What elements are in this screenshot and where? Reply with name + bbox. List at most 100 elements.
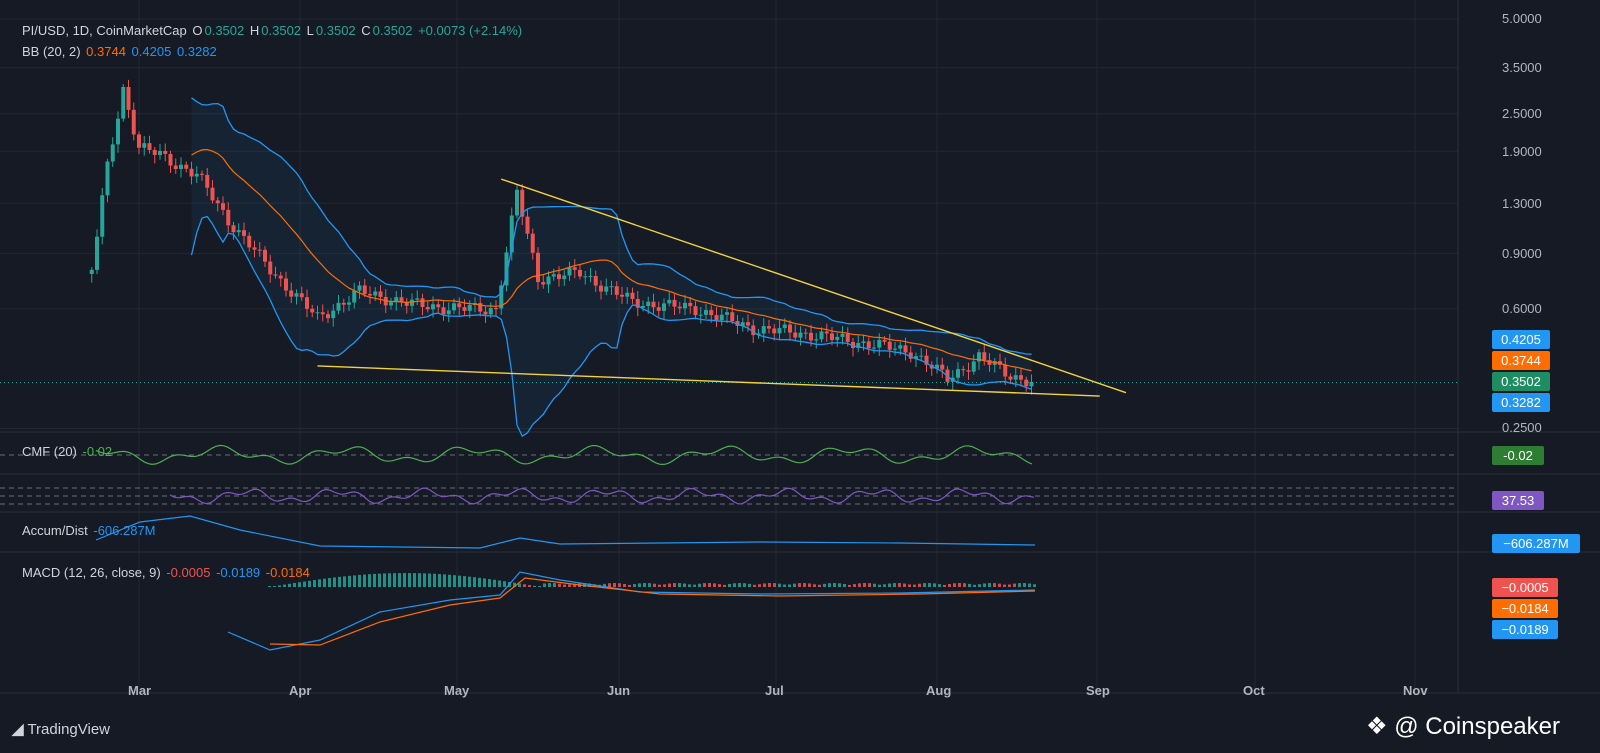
macd-histogram-bar xyxy=(778,583,781,587)
candle-body xyxy=(494,308,498,310)
candle-body xyxy=(152,149,157,155)
candle-body xyxy=(914,356,918,359)
macd-histogram-bar xyxy=(463,576,466,587)
y-tick-label: 2.5000 xyxy=(1502,106,1542,121)
macd-histogram-bar xyxy=(268,586,271,587)
y-tick-label: 1.3000 xyxy=(1502,196,1542,211)
macd-histogram-bar xyxy=(983,583,986,587)
macd-histogram-bar xyxy=(858,583,861,587)
candle-body xyxy=(956,369,960,378)
macd-histogram-bar xyxy=(538,586,541,587)
macd-histogram-bar xyxy=(573,583,576,587)
candle-body xyxy=(373,291,378,296)
candle-body xyxy=(499,285,504,309)
bb-upper-line xyxy=(191,97,1032,355)
macd-histogram-bar xyxy=(1018,583,1021,587)
macd-histogram-bar xyxy=(908,584,911,587)
candle-body xyxy=(184,164,189,169)
macd-histogram-bar xyxy=(978,584,981,587)
bb-legend[interactable]: BB (20, 2) 0.3744 0.4205 0.3282 xyxy=(22,44,219,59)
macd-histogram-bar xyxy=(883,584,886,587)
candle-body xyxy=(567,267,572,276)
macd-histogram-bar xyxy=(788,584,791,587)
cmf-label: CMF (20) xyxy=(22,444,77,459)
candle-body xyxy=(446,310,451,315)
symbol-label: PI/USD, 1D, CoinMarketCap xyxy=(22,23,187,38)
y-tick-label: 0.9000 xyxy=(1502,246,1542,261)
candle-body xyxy=(541,282,546,285)
candle-body xyxy=(730,312,735,322)
candle-body xyxy=(352,290,357,303)
candle-body xyxy=(431,304,435,310)
macd-histogram-bar xyxy=(683,583,686,587)
macd-legend[interactable]: MACD (12, 26, close, 9) -0.0005 -0.0189 … xyxy=(22,565,312,580)
macd-histogram-bar xyxy=(838,583,841,587)
candle-body xyxy=(478,303,483,312)
candle-body xyxy=(404,302,409,306)
macd-signal-line xyxy=(269,577,1036,646)
candle-body xyxy=(1019,375,1023,380)
macd-histogram-bar xyxy=(498,580,501,587)
candle-body xyxy=(504,252,509,286)
macd-histogram-bar xyxy=(818,584,821,587)
y-tick-label: 0.2500 xyxy=(1502,420,1542,435)
candle-body xyxy=(315,312,320,314)
macd-histogram-bar xyxy=(643,583,646,587)
macd-histogram-bar xyxy=(673,583,676,587)
candle-body xyxy=(158,150,162,155)
macd-histogram-bar xyxy=(278,585,281,587)
macd-histogram-bar xyxy=(783,584,786,587)
candle-body xyxy=(656,307,661,311)
sub-panels xyxy=(0,444,1458,651)
accum-badge: −606.287M xyxy=(1492,534,1580,553)
candle-body xyxy=(578,269,582,277)
cmf-value: -0.02 xyxy=(82,444,113,459)
cmf-legend[interactable]: CMF (20) -0.02 xyxy=(22,444,114,459)
candle-body xyxy=(131,109,136,135)
candle-body xyxy=(840,333,845,337)
macd-histogram-bar xyxy=(458,575,461,587)
candle-body xyxy=(221,203,225,210)
bb-label: BB (20, 2) xyxy=(22,44,81,59)
descending-trendline xyxy=(501,178,1127,394)
candle-body xyxy=(887,341,892,350)
macd-histogram-bar xyxy=(688,584,691,587)
candle-body xyxy=(263,249,267,262)
macd-histogram-bar xyxy=(933,583,936,587)
macd-histogram-bar xyxy=(338,576,341,587)
candle-body xyxy=(987,360,992,365)
high-label: H xyxy=(249,23,260,38)
candle-body xyxy=(242,230,246,236)
candle-body xyxy=(378,291,383,297)
macd-histogram-bar xyxy=(658,584,661,587)
candle-body xyxy=(971,361,976,372)
candle-body xyxy=(861,341,866,343)
accum-dist-line xyxy=(95,515,1036,549)
candle-body xyxy=(488,308,493,315)
x-tick-label: Nov xyxy=(1403,683,1428,698)
candle-body xyxy=(593,275,598,286)
candle-body xyxy=(982,352,987,361)
candle-body xyxy=(231,225,236,233)
macd-histogram-bar xyxy=(633,584,636,587)
candle-body xyxy=(362,285,367,295)
macd-line xyxy=(227,571,1036,651)
candle-body xyxy=(777,328,782,334)
candle-body xyxy=(908,352,913,359)
candle-body xyxy=(588,275,593,277)
macd-histogram-bar xyxy=(878,584,881,587)
bollinger-band-area xyxy=(191,97,1032,437)
cmf-line xyxy=(95,444,1033,466)
x-tick-label: Aug xyxy=(926,683,952,698)
tradingview-logo[interactable]: ◢ TradingView xyxy=(12,720,110,738)
bollinger-band-fill xyxy=(191,97,1032,437)
candle-body xyxy=(95,236,99,270)
candle-body xyxy=(935,364,939,369)
candle-body xyxy=(866,341,871,349)
macd-histogram-bar xyxy=(653,583,656,587)
bb-basis-line xyxy=(191,148,1032,372)
accum-legend[interactable]: Accum/Dist -606.287M xyxy=(22,523,158,538)
macd-histogram-bar xyxy=(743,583,746,587)
